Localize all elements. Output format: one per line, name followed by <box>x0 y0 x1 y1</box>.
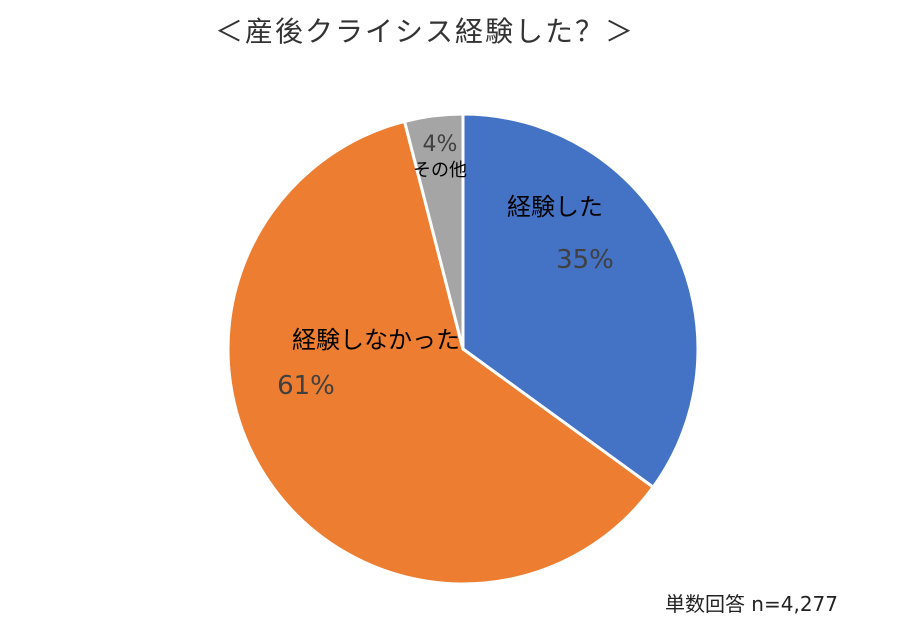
slice-category-label: その他 <box>413 160 467 181</box>
pie-slice <box>461 112 700 489</box>
pie-slice <box>403 112 465 351</box>
sample-size-note: 単数回答 n=4,277 <box>664 592 838 616</box>
slice-category-label: 経験しなかった <box>292 326 460 354</box>
pie-labels: 経験した 35% 経験しなかった 61% その他 4% <box>277 132 614 401</box>
pie-slices <box>226 112 700 586</box>
chart-title: ＜産後クライシス経験した？＞ <box>214 15 635 48</box>
slice-category-label: 経験した <box>507 193 603 221</box>
slice-value-label: 61% <box>277 371 335 401</box>
pie-slice <box>226 119 655 586</box>
slice-value-label: 35% <box>556 245 614 275</box>
slice-value-label: 4% <box>423 132 458 157</box>
